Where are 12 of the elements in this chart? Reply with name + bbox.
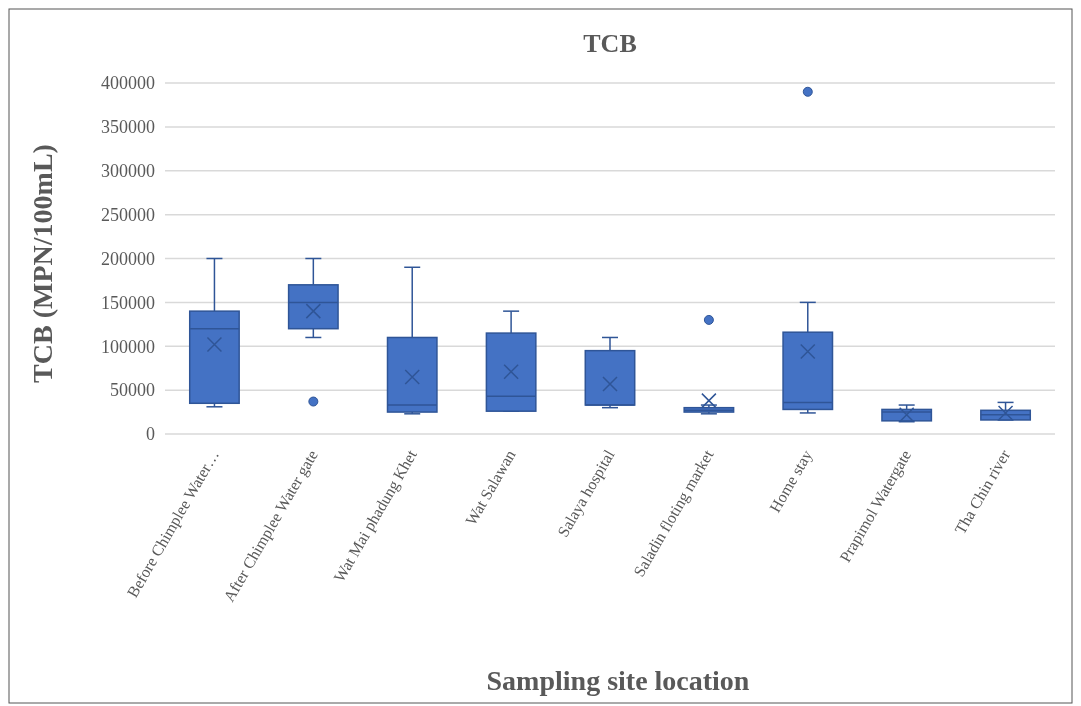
y-tick-label: 50000 (110, 380, 155, 401)
y-tick-label: 0 (146, 424, 155, 445)
x-axis-title: Sampling site location (486, 665, 750, 696)
y-tick-label: 150000 (101, 292, 155, 313)
y-axis-title: TCB (MPN/100mL) (27, 144, 58, 383)
chart-title: TCB (583, 29, 637, 58)
y-tick-label: 200000 (101, 248, 155, 269)
y-tick-label: 400000 (101, 73, 155, 94)
y-tick-label: 350000 (101, 117, 155, 138)
y-tick-label: 300000 (101, 161, 155, 182)
y-tick-label: 100000 (101, 336, 155, 357)
y-tick-label: 250000 (101, 204, 155, 225)
